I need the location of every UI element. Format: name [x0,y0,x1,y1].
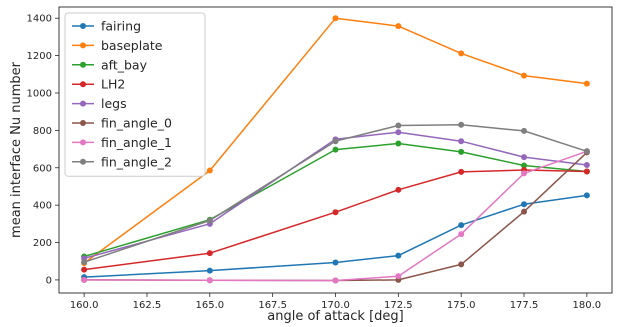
legend-item: fin_angle_2 [72,154,172,169]
legend-label: fin_angle_2 [101,154,172,169]
legend-item: LH2 [72,77,125,92]
x-tick-label: 162.5 [133,300,162,311]
data-point [458,168,465,175]
legend-label: LH2 [101,77,125,92]
data-point [332,209,339,216]
legend-item: fin_angle_0 [72,116,172,131]
data-point [458,222,465,229]
legend-swatch-marker [80,23,86,29]
data-point [332,146,339,153]
x-tick-label: 180.0 [573,300,602,311]
data-point [206,217,213,224]
data-point [81,259,88,266]
data-point [583,161,590,168]
data-point [521,72,528,79]
data-point [521,154,528,161]
series-LH2 [81,167,590,273]
legend-swatch-marker [80,81,86,88]
data-point [583,80,590,87]
y-tick-label: 0 [46,275,52,286]
legend-item: aft_bay [72,57,148,72]
data-point [206,277,213,284]
legend-swatch-marker [80,100,86,107]
data-point [206,250,213,257]
data-point [458,261,465,268]
x-tick-label: 160.0 [70,300,99,311]
data-point [458,231,465,238]
data-point [521,208,528,215]
y-tick-label: 1000 [27,88,52,99]
y-tick-label: 200 [33,238,52,249]
data-point [395,122,402,129]
x-tick-label: 172.5 [384,300,413,311]
x-tick-label: 167.5 [258,300,287,311]
legend-label: fin_angle_1 [101,135,172,150]
data-point [521,127,528,134]
x-tick-label: 177.5 [510,300,539,311]
data-point [206,167,213,174]
x-tick-label: 165.0 [195,300,224,311]
x-tick-label: 170.0 [321,300,350,311]
data-point [332,138,339,145]
legend-swatch-marker [80,42,86,49]
data-point [332,277,339,284]
legend-item: baseplate [72,38,163,53]
legend-swatch-marker [80,158,86,165]
y-tick-label: 800 [33,126,52,137]
legend-label: fin_angle_0 [101,116,172,131]
plot-marks [81,15,590,284]
data-point [521,170,528,177]
legend-label: legs [101,96,127,111]
series-fin-angle-2 [81,121,590,266]
data-point [81,266,88,273]
legend-label: fairing [101,19,141,34]
data-point [395,252,402,259]
data-point [206,267,213,274]
y-tick-label: 1400 [27,14,52,25]
data-point [81,276,88,283]
data-point [458,148,465,155]
data-point [395,186,402,193]
legend: fairing baseplate aft_bay LH2 legs fin_angle_… [64,12,206,177]
data-point [332,15,339,22]
data-point [395,140,402,147]
legend-label: baseplate [101,38,163,53]
legend-item: fairing [72,19,141,34]
legend-label: aft_bay [101,57,148,72]
data-point [583,192,590,199]
data-point [395,129,402,136]
legend-swatch-marker [80,120,86,126]
y-tick-label: 600 [33,163,52,174]
legend-item: legs [72,96,127,111]
x-tick-label: 175.0 [447,300,476,311]
data-point [521,201,528,208]
data-point [395,273,402,280]
data-point [583,148,590,155]
legend-swatch-marker [80,61,86,68]
legend-box [64,12,206,177]
axis-ticks: 160.0 162.5 165.0 167.5 170.0 172.5 175.0 177.5… [27,14,602,311]
data-point [583,168,590,175]
data-point [395,23,402,30]
y-tick-label: 400 [33,201,52,212]
legend-item: fin_angle_1 [72,135,172,150]
data-point [332,259,339,266]
y-axis-label: mean interface Nu number [9,61,24,238]
data-point [458,50,465,57]
series-fairing [81,192,590,281]
data-point [458,138,465,145]
data-point [458,121,465,128]
x-axis-label: angle of attack [deg] [267,309,403,324]
y-tick-label: 1200 [27,51,52,62]
legend-swatch-marker [80,139,86,146]
data-point [521,162,528,169]
